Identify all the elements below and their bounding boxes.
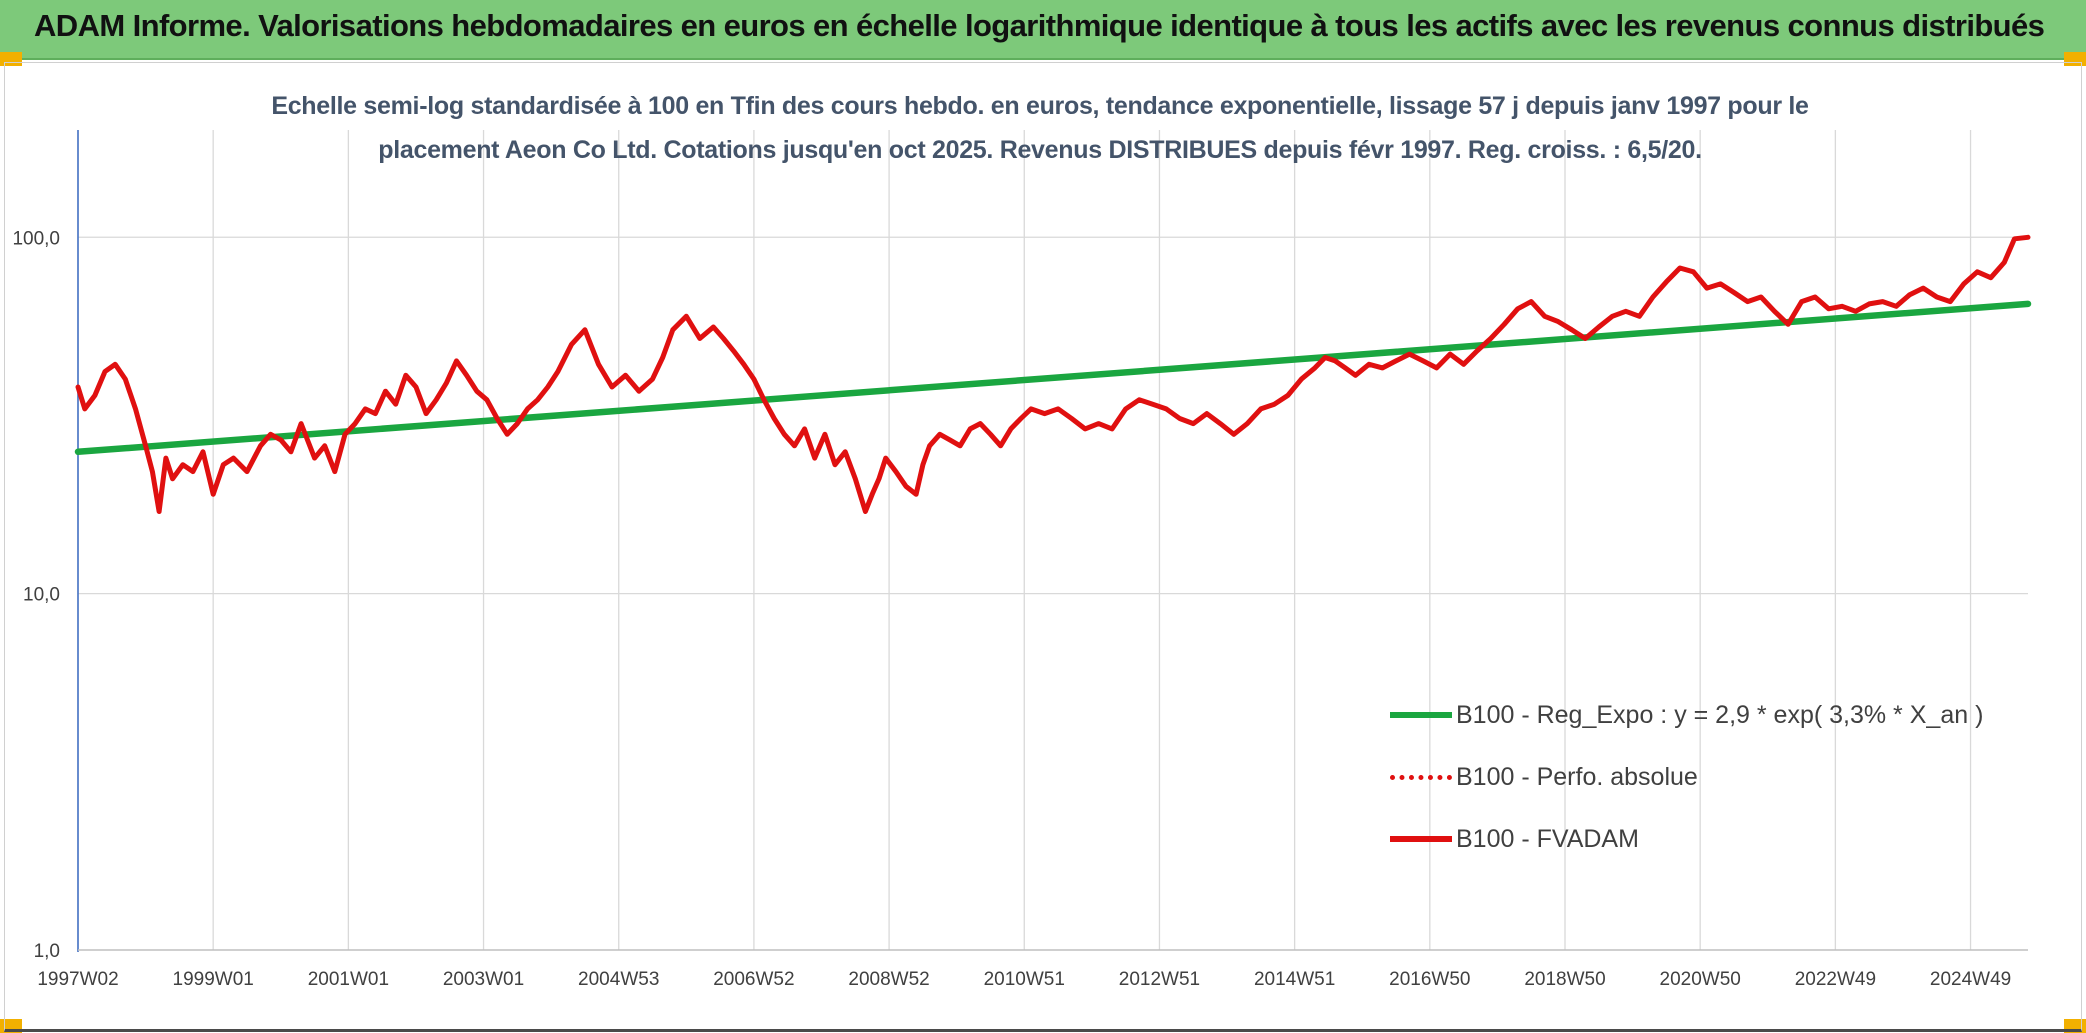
series-line-solid-green bbox=[74, 300, 2032, 456]
x-tick-label: 2004W53 bbox=[578, 969, 659, 990]
chart-subtitle-line-2: placement Aeon Co Ltd. Cotations jusqu'e… bbox=[378, 136, 1702, 164]
x-tick-label: 2012W51 bbox=[1119, 969, 1200, 990]
y-tick-label: 100,0 bbox=[12, 228, 60, 249]
x-tick-label: 2006W52 bbox=[713, 969, 794, 990]
y-tick-label: 1,0 bbox=[34, 941, 60, 962]
x-tick-label: 2001W01 bbox=[308, 969, 389, 990]
legend-label-perfo: B100 - Perfo. absolue bbox=[1456, 762, 1698, 791]
legend-item-trend: B100 - Reg_Expo : y = 2,9 * exp( 3,3% * … bbox=[1390, 684, 1983, 746]
chart-subtitle-line-1: Echelle semi-log standardisée à 100 en T… bbox=[271, 92, 1809, 120]
x-tick-label: 2016W50 bbox=[1389, 969, 1470, 990]
page-title: ADAM Informe. Valorisations hebdomadaire… bbox=[34, 8, 2045, 43]
legend-label-trend: B100 - Reg_Expo : y = 2,9 * exp( 3,3% * … bbox=[1456, 700, 1984, 729]
x-tick-label: 2003W01 bbox=[443, 969, 524, 990]
legend-label-fvadam: B100 - FVADAM bbox=[1456, 824, 1639, 853]
x-tick-label: 1997W02 bbox=[37, 969, 118, 990]
x-tick-label: 2008W52 bbox=[848, 969, 929, 990]
header-bar: ADAM Informe. Valorisations hebdomadaire… bbox=[0, 0, 2086, 60]
x-tick-label: 2024W49 bbox=[1930, 969, 2011, 990]
legend-swatch-trend bbox=[1390, 712, 1452, 718]
legend-swatch-perfo bbox=[1390, 774, 1452, 780]
x-tick-label: 2022W49 bbox=[1795, 969, 1876, 990]
y-tick-label: 10,0 bbox=[23, 585, 60, 606]
x-tick-label: 2018W50 bbox=[1524, 969, 1605, 990]
x-tick-label: 1999W01 bbox=[173, 969, 254, 990]
x-tick-label: 2020W50 bbox=[1660, 969, 1741, 990]
legend-item-fvadam: B100 - FVADAM bbox=[1390, 808, 1983, 870]
x-tick-label: 2010W51 bbox=[984, 969, 1065, 990]
legend-item-perfo: B100 - Perfo. absolue bbox=[1390, 746, 1983, 808]
x-tick-label: 2014W51 bbox=[1254, 969, 1335, 990]
legend-swatch-fvadam bbox=[1390, 836, 1452, 842]
chart-legend: B100 - Reg_Expo : y = 2,9 * exp( 3,3% * … bbox=[1390, 684, 1983, 870]
chart-frame bbox=[4, 62, 2082, 1032]
series-line-solid-red bbox=[75, 234, 2031, 514]
